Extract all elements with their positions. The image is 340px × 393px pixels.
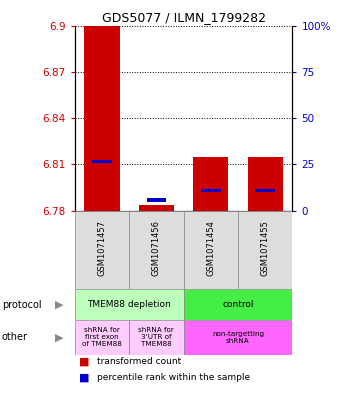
Title: GDS5077 / ILMN_1799282: GDS5077 / ILMN_1799282	[102, 11, 266, 24]
Text: percentile rank within the sample: percentile rank within the sample	[97, 373, 250, 382]
Bar	[201, 189, 221, 192]
Text: ■: ■	[79, 373, 90, 382]
Bar	[75, 211, 129, 289]
Bar	[248, 157, 283, 211]
Bar	[184, 211, 238, 289]
Text: GSM1071457: GSM1071457	[98, 220, 106, 276]
Text: transformed count: transformed count	[97, 357, 181, 366]
Bar	[129, 320, 184, 354]
Bar	[193, 157, 228, 211]
Text: other: other	[2, 332, 28, 342]
Text: ▶: ▶	[55, 299, 64, 310]
Text: TMEM88 depletion: TMEM88 depletion	[87, 300, 171, 309]
Text: GSM1071456: GSM1071456	[152, 220, 161, 276]
Text: ■: ■	[79, 356, 90, 366]
Text: shRNA for
3'UTR of
TMEM88: shRNA for 3'UTR of TMEM88	[138, 327, 174, 347]
Text: ▶: ▶	[55, 332, 64, 342]
Bar	[238, 211, 292, 289]
Bar	[184, 289, 292, 320]
Text: GSM1071455: GSM1071455	[261, 220, 270, 276]
Text: non-targetting
shRNA: non-targetting shRNA	[212, 331, 264, 344]
Text: protocol: protocol	[2, 299, 41, 310]
Text: shRNA for
first exon
of TMEM88: shRNA for first exon of TMEM88	[82, 327, 122, 347]
Bar	[139, 205, 174, 211]
Bar	[84, 26, 120, 211]
Bar	[184, 320, 292, 354]
Bar	[92, 160, 112, 163]
Bar	[255, 189, 275, 192]
Bar	[75, 289, 184, 320]
Text: control: control	[222, 300, 254, 309]
Text: GSM1071454: GSM1071454	[206, 220, 215, 276]
Bar	[75, 320, 129, 354]
Bar	[147, 198, 166, 202]
Bar	[129, 211, 184, 289]
